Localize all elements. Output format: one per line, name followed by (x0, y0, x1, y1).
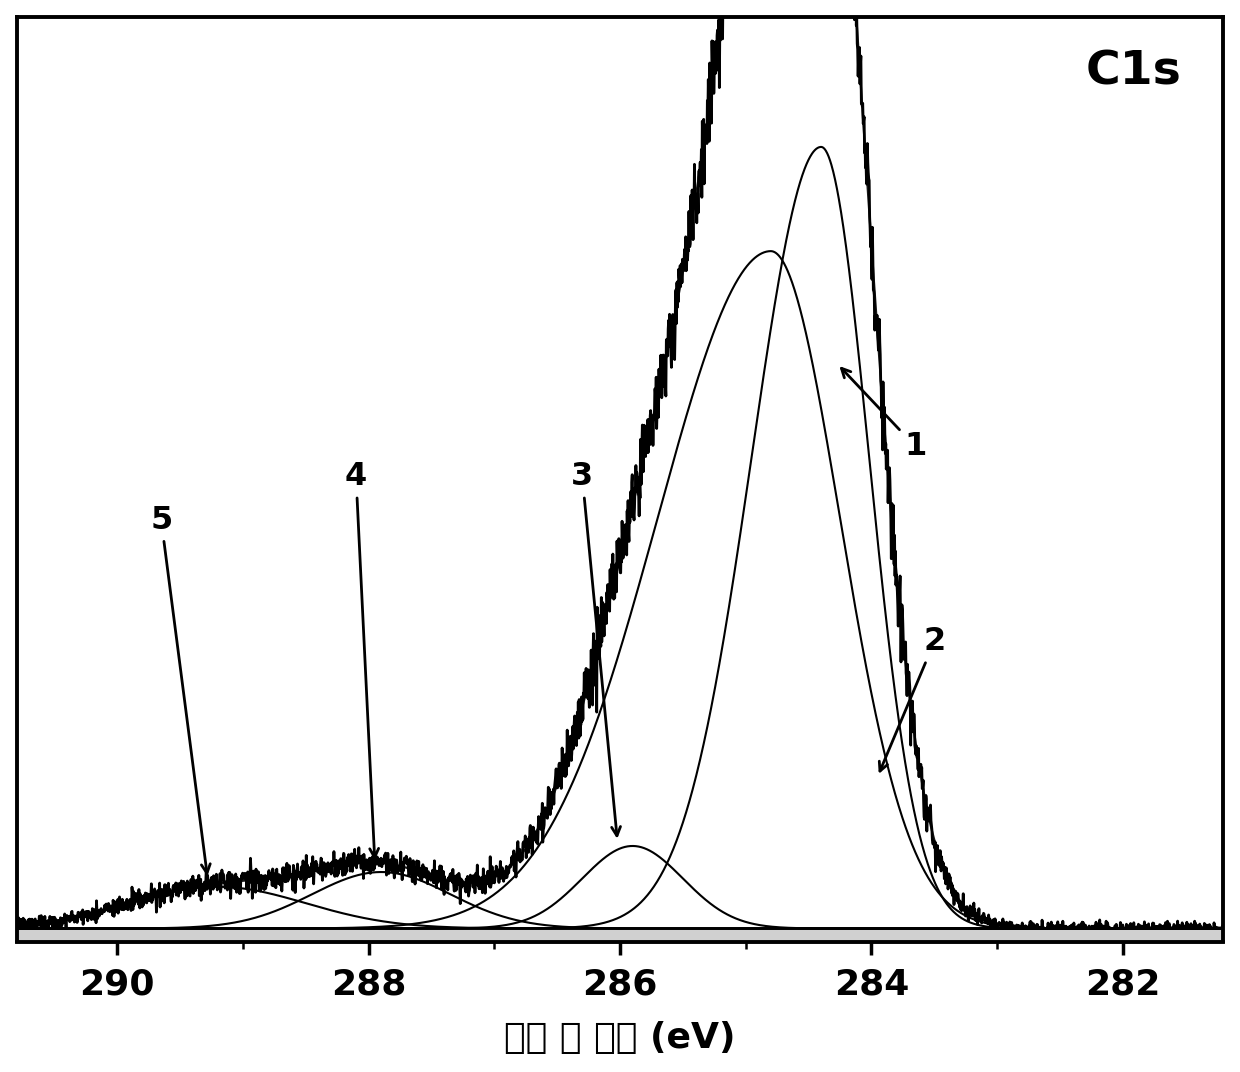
Text: C1s: C1s (1085, 49, 1180, 94)
Text: 3: 3 (572, 461, 620, 836)
Text: 2: 2 (879, 626, 945, 771)
Text: 5: 5 (150, 505, 211, 873)
X-axis label: 电子 结 合能 (eV): 电子 结 合能 (eV) (505, 1022, 735, 1055)
Bar (16, 928, 1224, 941)
Text: 1: 1 (842, 369, 926, 462)
Text: 4: 4 (345, 461, 378, 858)
